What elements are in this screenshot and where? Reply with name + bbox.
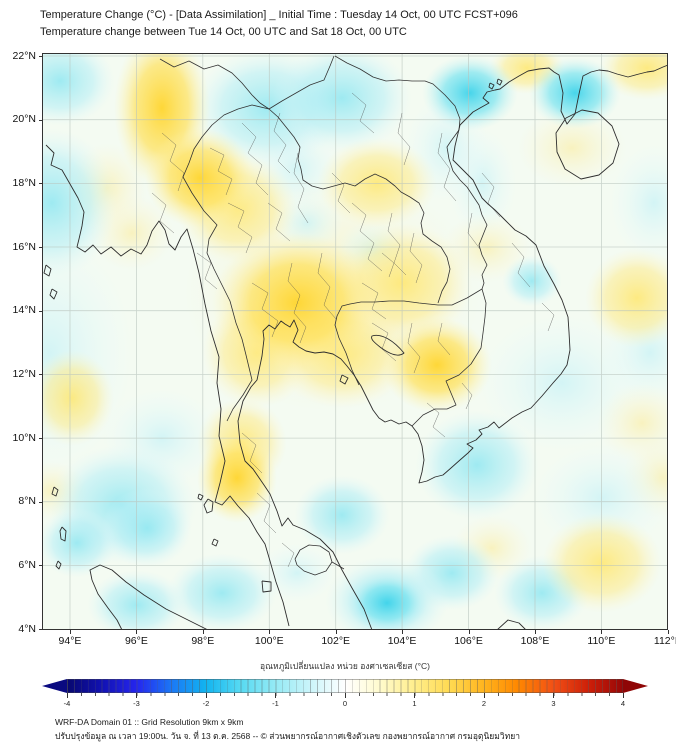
longitude-axis: 94°E 96°E 98°E 100°E 102°E 104°E 106°E 108°E 110… [42, 630, 676, 652]
colorbar-tick-mark [483, 693, 485, 698]
longitude-tick-label: 106°E [454, 635, 483, 647]
longitude-tick-mark [136, 630, 138, 634]
latitude-tick-mark [39, 183, 42, 185]
page-title: Temperature Change (°C) - [Data Assimila… [40, 9, 518, 21]
colorbar-tick-label: -1 [272, 699, 279, 708]
longitude-tick-mark [601, 630, 603, 634]
colorbar-tick-mark [344, 693, 346, 698]
latitude-tick-mark [39, 629, 42, 631]
latitude-tick-mark [39, 310, 42, 312]
colorbar-gradient [67, 679, 623, 693]
latitude-tick-mark [39, 565, 42, 567]
longitude-tick-label: 104°E [387, 635, 417, 647]
longitude-tick-mark [269, 630, 271, 634]
latitude-tick-label: 22°N [12, 49, 36, 62]
longitude-tick-label: 102°E [321, 635, 351, 647]
map-plot-area: 22°N 20°N 18°N 16°N 14°N 12°N 10°N 8°N 6°N 4°N 94… [13, 50, 676, 648]
longitude-tick-mark [202, 630, 204, 634]
longitude-tick-mark [402, 630, 404, 634]
colorbar-tick-mark [414, 693, 415, 698]
latitude-tick-label: 4°N [18, 622, 36, 635]
footer-update-info: ปรับปรุงข้อมูล ณ เวลา 19:00น. วัน จ. ที่… [55, 731, 520, 741]
colorbar-tick-label: 2 [481, 699, 487, 708]
coastlines [43, 64, 668, 630]
latitude-tick-mark [39, 119, 42, 121]
latitude-axis: 22°N 20°N 18°N 16°N 14°N 12°N 10°N 8°N 6°N 4°N [1, 49, 42, 635]
colorbar-tick-label: 3 [551, 699, 556, 708]
colorbar-tick-label: -2 [202, 699, 210, 708]
page-subtitle: Temperature change between Tue 14 Oct, 0… [40, 26, 407, 38]
colorbar-tick-label: 4 [620, 699, 626, 708]
colorbar-tick-mark [622, 693, 624, 698]
map-canvas [42, 53, 668, 630]
colorbar-minor-ticks [67, 693, 624, 696]
longitude-tick-label: 108°E [520, 635, 550, 647]
latitude-tick-label: 16°N [12, 240, 36, 253]
longitude-tick-label: 100°E [254, 635, 284, 647]
longitude-tick-label: 110°E [587, 635, 616, 647]
colorbar-tick-label: 0 [342, 699, 348, 708]
latitude-tick-mark [39, 247, 42, 248]
colorbar-tick-label: -4 [63, 699, 71, 708]
latitude-tick-mark [39, 374, 42, 376]
province-borders [151, 92, 555, 568]
longitude-tick-label: 96°E [124, 635, 148, 647]
latitude-tick-mark [39, 438, 42, 440]
longitude-tick-mark [468, 630, 470, 634]
longitude-tick-mark [535, 630, 536, 634]
colorbar-tick-mark [66, 693, 68, 698]
longitude-tick-label: 98°E [191, 635, 215, 647]
colorbar-tick-mark [553, 693, 554, 698]
temperature-field [42, 53, 668, 630]
longitude-tick-mark [335, 630, 337, 634]
colorbar: อุณหภูมิเปลี่ยนแปลง หน่วย องศาเซลเซียส (… [42, 659, 648, 709]
footer-domain-info: WRF-DA Domain 01 :: Grid Resolution 9km … [55, 717, 244, 727]
latitude-tick-mark [39, 501, 42, 503]
colorbar-tick-label: -3 [133, 699, 140, 708]
longitude-tick-mark [70, 630, 71, 634]
latitude-tick-label: 10°N [12, 431, 36, 444]
colorbar-left-arrow [42, 679, 67, 693]
longitude-tick-label: 94°E [58, 635, 82, 647]
latitude-tick-label: 6°N [18, 558, 36, 571]
colorbar-tick-mark [275, 693, 276, 698]
latitude-tick-label: 20°N [12, 113, 36, 126]
latitude-tick-label: 12°N [12, 367, 36, 380]
longitude-tick-label: 112°E [653, 635, 676, 647]
colorbar-tick-label: 1 [412, 699, 417, 708]
colorbar-title: อุณหภูมิเปลี่ยนแปลง หน่วย องศาเซลเซียส (… [260, 661, 430, 671]
latitude-tick-label: 18°N [12, 176, 36, 189]
longitude-tick-mark [667, 630, 669, 634]
colorbar-right-arrow [623, 679, 648, 693]
colorbar-tick-mark [136, 693, 137, 698]
latitude-tick-label: 14°N [12, 304, 36, 317]
country-borders [159, 55, 488, 576]
latitude-tick-label: 8°N [18, 495, 36, 508]
latitude-tick-mark [39, 56, 42, 57]
colorbar-tick-mark [205, 693, 207, 698]
map-frame [42, 53, 668, 630]
